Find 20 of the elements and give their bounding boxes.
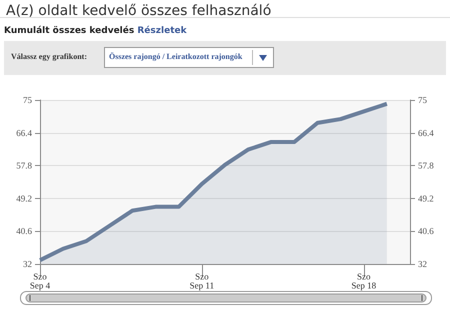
x-tick-label: Szo Sep 11 [190, 272, 214, 290]
y-tick-label: 75 [23, 95, 32, 105]
y-tick-label: 57.8 [16, 160, 32, 171]
text: Részletek [137, 26, 187, 36]
y2-tick-label: 49.2 [418, 193, 434, 204]
y2-tick-label: 57.8 [418, 160, 434, 171]
y-tick-label: 66.4 [16, 128, 32, 138]
text: Összes rajongó / Leiratkozott rajongók [109, 52, 242, 61]
y-tick-label: 32 [23, 259, 32, 269]
y-tick-label: 49.2 [16, 193, 32, 204]
text: Válassz egy grafikont: [11, 52, 87, 61]
y2-tick-label: 40.6 [418, 226, 434, 236]
y2-tick-label: 32 [418, 259, 427, 269]
x-tick-label: Szo Sep 18 [351, 272, 377, 290]
y2-tick-label: 75 [418, 95, 428, 105]
x-tick-label: Szo Sep 4 [30, 272, 51, 290]
y2-tick-label: 66.4 [418, 128, 434, 138]
y-tick-label: 40.6 [16, 226, 32, 236]
chart-title: A(z) oldalt kedvelő összes felhasználó [6, 3, 272, 19]
chart-subtitle: Kumulált összes kedvelés [4, 26, 134, 36]
